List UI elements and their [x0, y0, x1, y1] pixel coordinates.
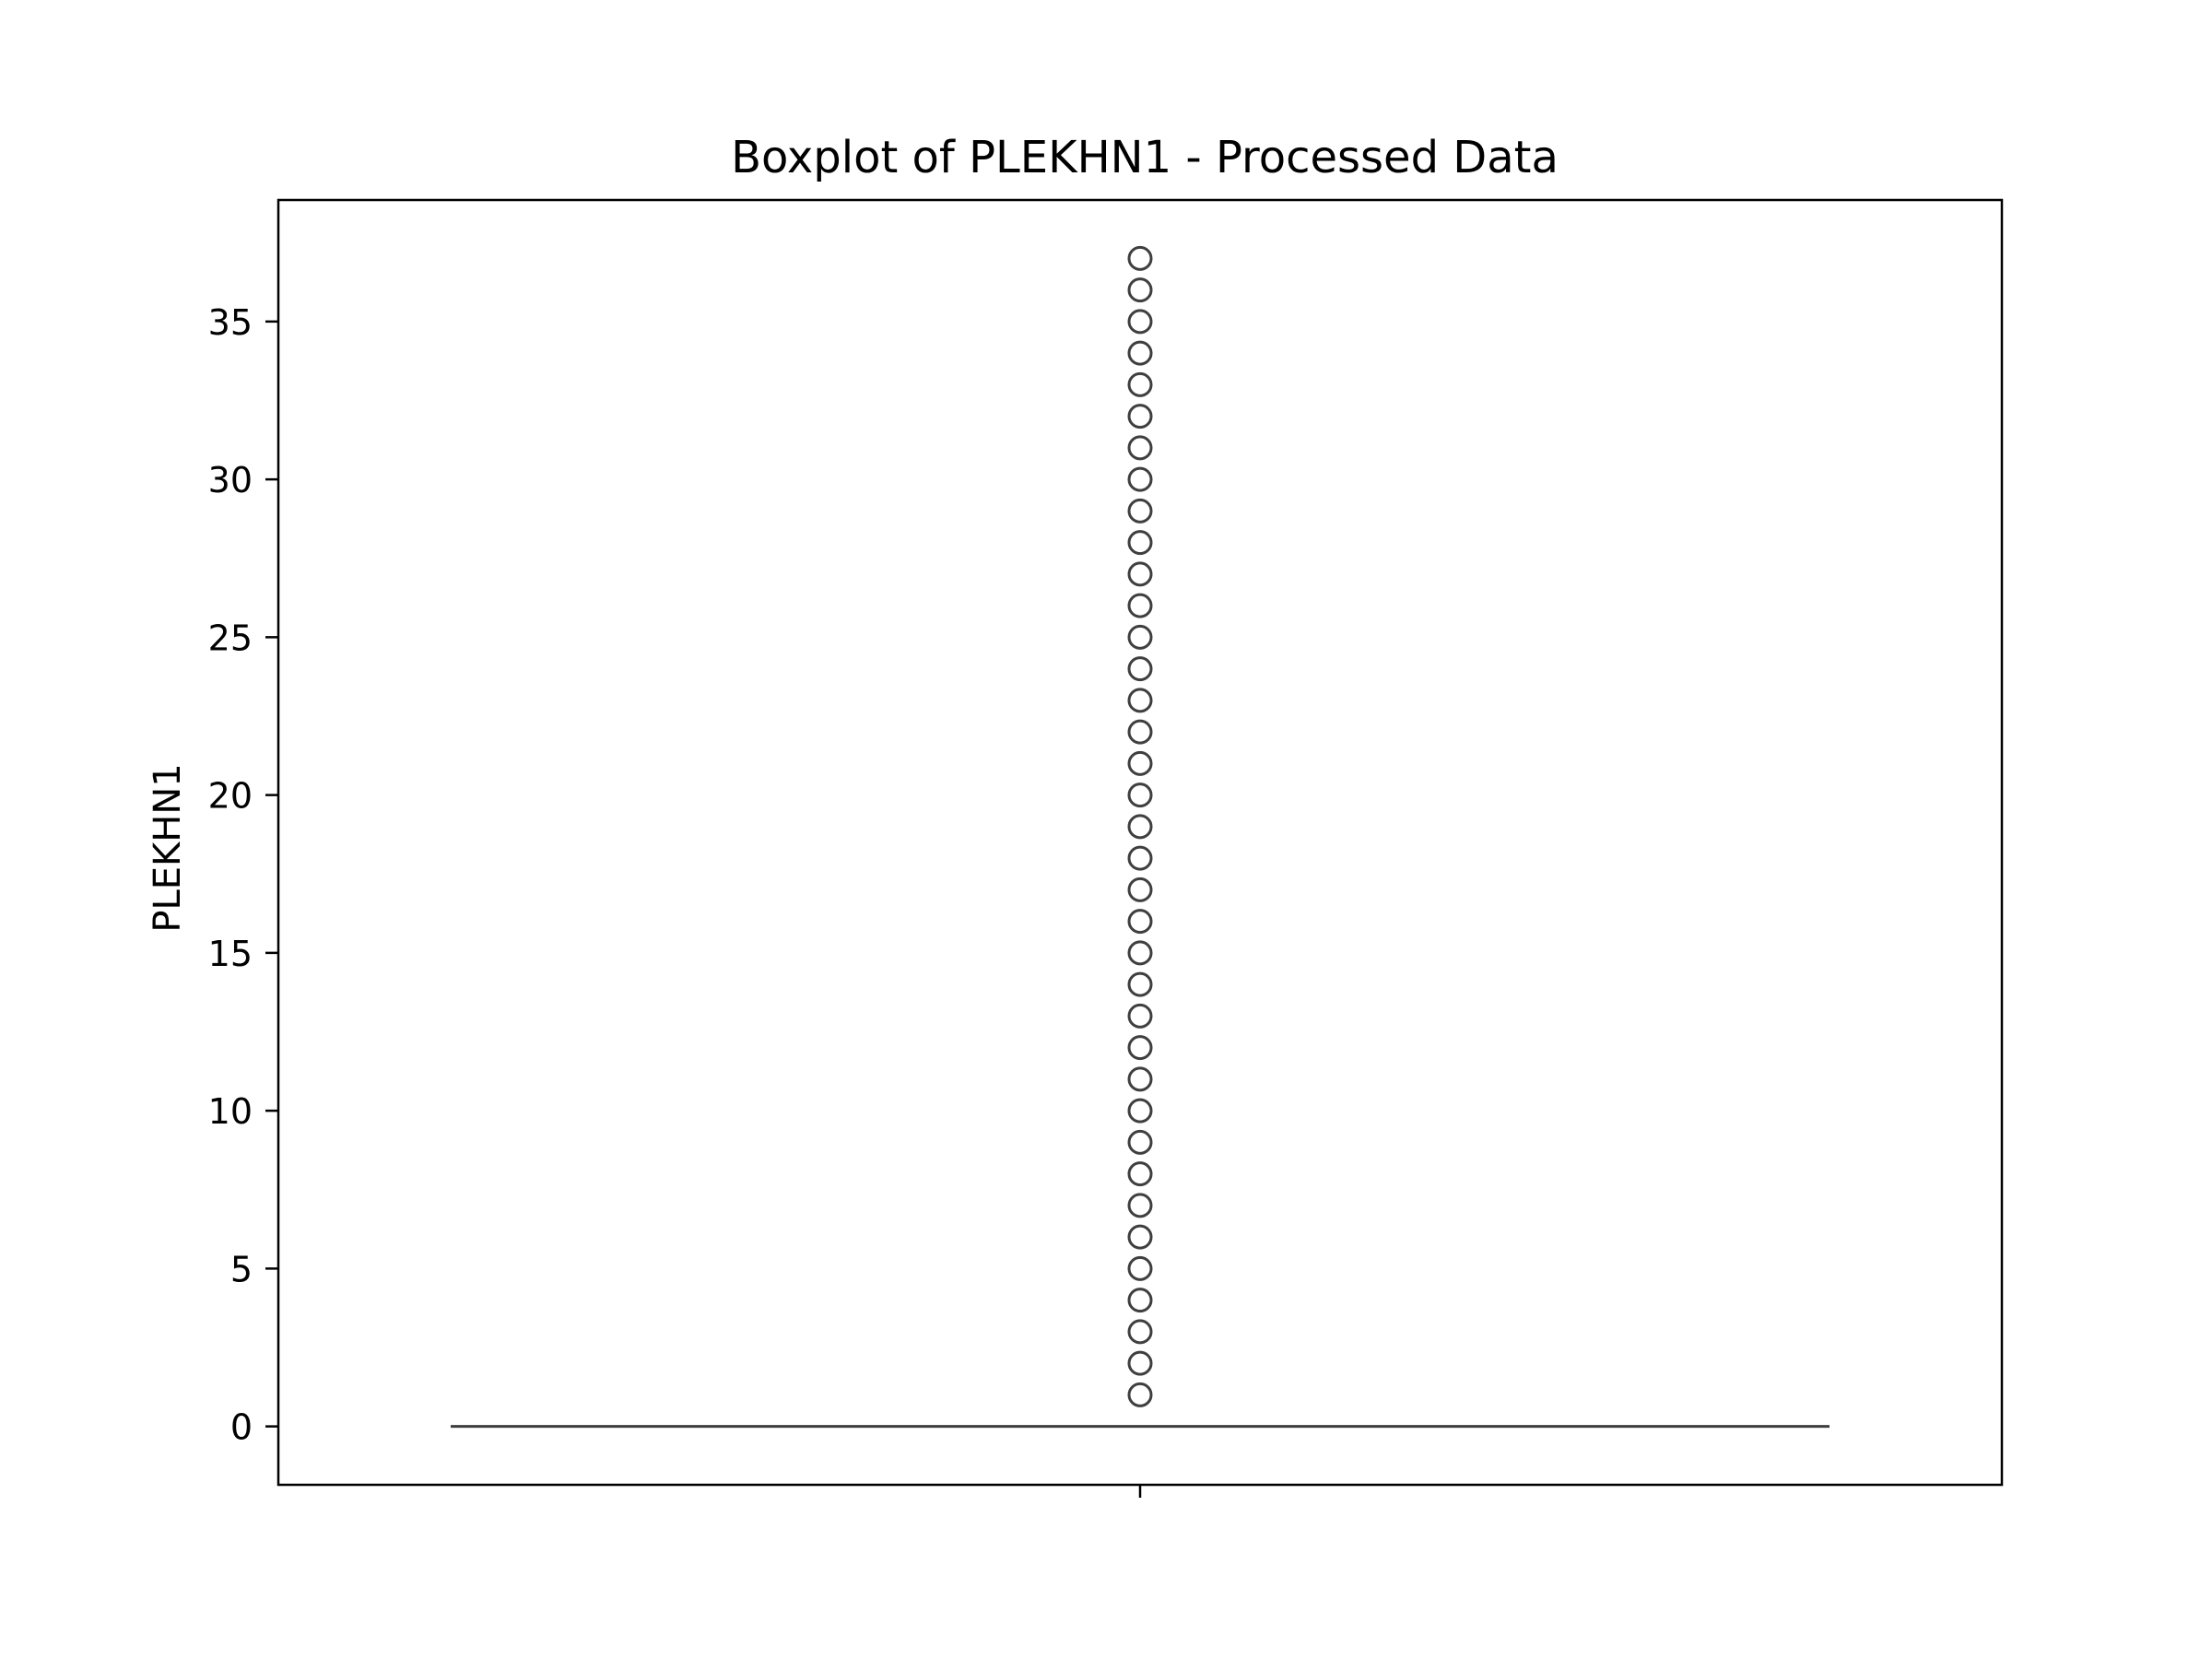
outlier-point — [1127, 1319, 1153, 1345]
outlier-point — [1127, 782, 1153, 808]
y-tick-label: 10 — [208, 1091, 253, 1132]
plot-marks — [451, 245, 1830, 1429]
outlier-point — [1127, 1224, 1153, 1250]
outlier-point — [1127, 435, 1153, 461]
y-tick-label: 0 — [230, 1407, 253, 1448]
outlier-point — [1127, 814, 1153, 840]
outlier-point — [1127, 1161, 1153, 1187]
outlier-point — [1127, 1255, 1153, 1281]
outlier-point — [1127, 1350, 1153, 1376]
outlier-point — [1127, 750, 1153, 776]
outlier-point — [1127, 340, 1153, 366]
y-tick-label: 30 — [208, 460, 253, 500]
y-tick-label: 5 — [230, 1249, 253, 1289]
y-tick-label: 15 — [208, 934, 253, 974]
outlier-point — [1127, 371, 1153, 397]
outlier-point — [1127, 940, 1153, 966]
y-tick-label: 20 — [208, 776, 253, 817]
outlier-point — [1127, 909, 1153, 935]
outlier-point — [1127, 688, 1153, 713]
outlier-point — [1127, 719, 1153, 745]
outlier-point — [1127, 530, 1153, 556]
outlier-point — [1127, 971, 1153, 997]
y-axis-label: PLEKHN1 — [147, 763, 189, 932]
outlier-point — [1127, 1288, 1153, 1313]
outlier-point — [1127, 1193, 1153, 1218]
outlier-point — [1127, 1382, 1153, 1407]
outlier-point — [1127, 624, 1153, 650]
outlier-point — [1127, 1098, 1153, 1124]
outlier-point — [1127, 593, 1153, 618]
y-tick-label: 25 — [208, 618, 253, 658]
outlier-point — [1127, 498, 1153, 524]
outlier-point — [1127, 845, 1153, 871]
outlier-point — [1127, 245, 1153, 271]
outlier-point — [1127, 1129, 1153, 1155]
outlier-point — [1127, 656, 1153, 682]
outlier-point — [1127, 1066, 1153, 1092]
outlier-point — [1127, 404, 1153, 429]
outlier-point — [1127, 877, 1153, 902]
y-axis-ticks: 0 5 10 15 20 25 30 35 — [208, 302, 278, 1448]
outlier-point — [1127, 466, 1153, 492]
y-tick-label: 35 — [208, 302, 253, 343]
outlier-point — [1127, 277, 1153, 303]
outlier-point — [1127, 1003, 1153, 1029]
outlier-point — [1127, 309, 1153, 335]
outlier-point — [1127, 1035, 1153, 1061]
outlier-point — [1127, 561, 1153, 587]
chart-title: Boxplot of PLEKHN1 - Processed Data — [731, 132, 1559, 183]
